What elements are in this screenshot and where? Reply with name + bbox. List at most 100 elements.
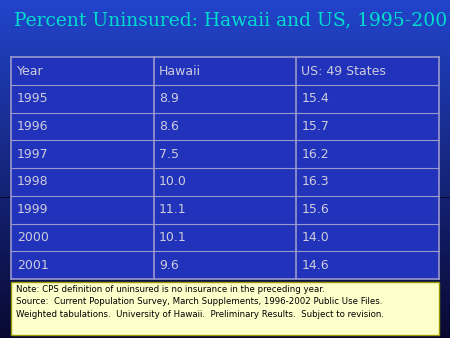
Bar xyxy=(0,39,450,40)
Bar xyxy=(0,25,450,26)
Bar xyxy=(0,68,450,69)
Text: 15.6: 15.6 xyxy=(302,203,329,216)
Bar xyxy=(0,233,450,235)
Bar xyxy=(0,176,450,177)
Bar xyxy=(0,61,450,62)
Bar xyxy=(0,12,450,13)
Bar xyxy=(0,166,450,167)
Bar xyxy=(0,101,450,102)
Bar xyxy=(0,107,450,109)
Bar xyxy=(0,127,450,128)
Bar xyxy=(0,337,450,338)
Bar xyxy=(0,322,450,323)
Text: 14.6: 14.6 xyxy=(302,259,329,271)
Bar xyxy=(0,256,450,257)
Bar xyxy=(0,142,450,143)
Bar xyxy=(0,273,450,274)
Bar xyxy=(0,23,450,24)
Bar xyxy=(0,122,450,123)
Bar xyxy=(0,265,450,266)
FancyBboxPatch shape xyxy=(11,282,439,335)
Bar xyxy=(0,333,450,334)
Bar xyxy=(0,45,450,46)
Bar xyxy=(0,188,450,190)
Bar xyxy=(0,36,450,37)
Bar xyxy=(0,305,450,306)
Bar xyxy=(0,168,450,170)
Bar xyxy=(0,29,450,30)
Bar xyxy=(0,65,450,66)
Bar xyxy=(0,72,450,73)
Bar xyxy=(0,115,450,117)
Bar xyxy=(0,49,450,50)
Bar xyxy=(0,281,450,282)
Bar xyxy=(0,290,450,292)
Bar xyxy=(0,215,450,216)
Bar xyxy=(0,180,450,182)
Bar xyxy=(0,318,450,319)
Bar xyxy=(0,69,450,70)
Bar xyxy=(0,325,450,326)
Bar xyxy=(0,137,450,138)
Bar xyxy=(0,79,450,81)
Text: 8.6: 8.6 xyxy=(159,120,179,133)
Bar xyxy=(0,105,450,106)
Bar xyxy=(0,223,450,224)
Bar xyxy=(0,276,450,277)
Bar xyxy=(0,34,450,36)
Bar xyxy=(0,216,450,217)
Bar xyxy=(0,76,450,77)
Bar xyxy=(0,227,450,228)
Bar xyxy=(0,204,450,206)
Bar xyxy=(0,225,450,227)
Text: 1996: 1996 xyxy=(17,120,48,133)
Text: 10.1: 10.1 xyxy=(159,231,187,244)
Bar xyxy=(0,231,450,232)
Bar xyxy=(0,257,450,259)
Bar xyxy=(0,111,450,113)
Bar xyxy=(0,139,450,141)
Text: 16.3: 16.3 xyxy=(302,175,329,189)
Bar xyxy=(0,309,450,310)
Bar xyxy=(0,41,450,42)
Bar xyxy=(0,33,450,34)
Bar xyxy=(0,10,450,12)
Bar xyxy=(0,167,450,168)
Bar xyxy=(0,280,450,281)
Bar xyxy=(0,241,450,243)
Bar xyxy=(0,162,450,163)
Bar xyxy=(0,155,450,156)
Bar xyxy=(0,102,450,103)
Bar xyxy=(0,197,450,199)
Bar xyxy=(0,184,450,186)
Bar xyxy=(0,329,450,330)
Bar xyxy=(0,99,450,101)
Bar xyxy=(0,106,450,107)
Bar xyxy=(0,235,450,236)
Bar xyxy=(0,4,450,5)
Bar xyxy=(0,293,450,294)
Bar xyxy=(0,266,450,268)
Bar xyxy=(0,0,450,1)
Bar xyxy=(0,321,450,322)
Bar xyxy=(0,206,450,207)
Bar xyxy=(0,148,450,150)
Bar xyxy=(0,319,450,321)
Bar xyxy=(0,199,450,200)
Bar xyxy=(0,174,450,175)
Bar xyxy=(0,92,450,93)
Bar xyxy=(0,191,450,192)
Bar xyxy=(0,82,450,83)
Bar xyxy=(0,289,450,290)
Text: 16.2: 16.2 xyxy=(302,148,329,161)
Bar xyxy=(0,52,450,53)
Text: 1998: 1998 xyxy=(17,175,48,189)
Bar xyxy=(0,239,450,240)
Bar xyxy=(0,143,450,144)
Bar xyxy=(0,208,450,210)
Bar xyxy=(0,294,450,296)
Bar xyxy=(0,20,450,21)
Bar xyxy=(0,261,450,262)
Bar xyxy=(0,172,450,174)
Bar xyxy=(0,170,450,171)
